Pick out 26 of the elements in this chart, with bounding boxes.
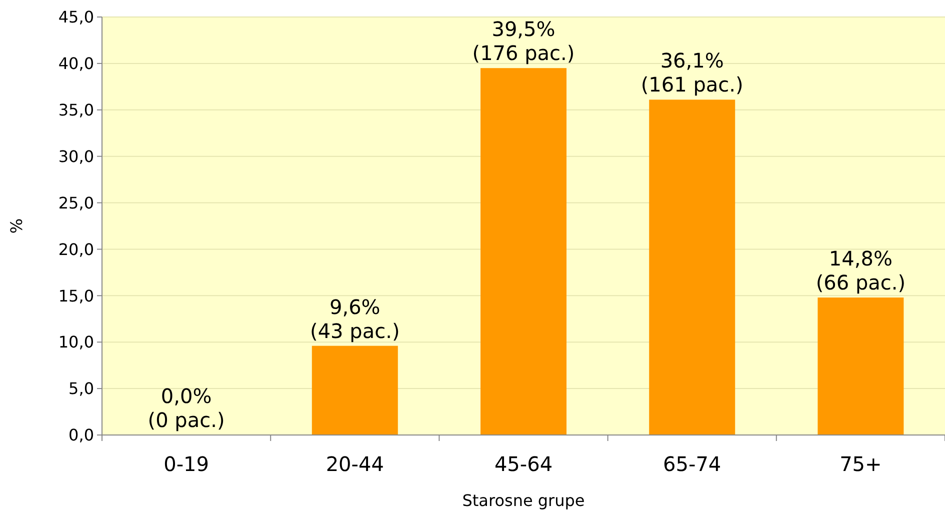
y-tick-label: 45,0 (58, 8, 94, 27)
x-tick-label: 0-19 (164, 452, 209, 476)
bar (312, 346, 398, 435)
y-tick-label: 20,0 (58, 240, 94, 259)
y-tick-label: 15,0 (58, 286, 94, 306)
y-tick-label: 40,0 (58, 54, 94, 74)
x-tick-label: 20-44 (326, 452, 384, 476)
x-tick-label: 45-64 (494, 452, 553, 476)
data-label: 9,6% (43 pac.) (310, 294, 400, 343)
x-tick-label: 65-74 (663, 452, 722, 476)
data-label: 14,8% (66 pac.) (816, 246, 906, 295)
y-tick-label: 25,0 (58, 193, 94, 212)
data-label: 0,0% (0 pac.) (148, 384, 225, 432)
y-axis-title: % (7, 218, 26, 234)
y-tick-label: 30,0 (58, 146, 94, 166)
y-tick-label: 0,0 (68, 426, 94, 445)
x-axis-title: Starosne grupe (462, 491, 585, 510)
y-tick-label: 5,0 (68, 379, 94, 398)
bar (649, 100, 736, 435)
bar (818, 298, 904, 435)
bar (480, 68, 566, 435)
y-tick-label: 10,0 (58, 332, 94, 352)
data-label: 36,1% (161 pac.) (640, 48, 744, 97)
y-tick-label: 35,0 (58, 100, 94, 120)
data-label: 39,5% (176 pac.) (472, 17, 575, 66)
x-tick-label: 75+ (840, 452, 882, 476)
